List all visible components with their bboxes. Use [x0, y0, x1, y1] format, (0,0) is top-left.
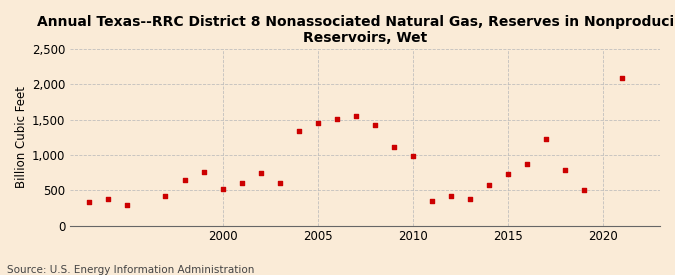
Point: [388, 144, 399, 149]
Point: [407, 153, 418, 158]
Point: [160, 194, 171, 198]
Point: [616, 76, 627, 80]
Point: [236, 181, 247, 185]
Point: [502, 172, 513, 176]
Point: [464, 197, 475, 201]
Point: [84, 199, 95, 204]
Point: [560, 168, 570, 172]
Title: Annual Texas--RRC District 8 Nonassociated Natural Gas, Reserves in Nonproducing: Annual Texas--RRC District 8 Nonassociat…: [36, 15, 675, 45]
Point: [255, 170, 266, 175]
Point: [427, 199, 437, 203]
Point: [198, 170, 209, 174]
Point: [313, 121, 323, 125]
Point: [293, 129, 304, 133]
Text: Source: U.S. Energy Information Administration: Source: U.S. Energy Information Administ…: [7, 265, 254, 275]
Y-axis label: Billion Cubic Feet: Billion Cubic Feet: [15, 86, 28, 188]
Point: [217, 187, 228, 191]
Point: [446, 194, 456, 198]
Point: [522, 162, 533, 166]
Point: [578, 188, 589, 192]
Point: [274, 181, 285, 185]
Point: [122, 203, 133, 207]
Point: [103, 197, 114, 201]
Point: [483, 183, 494, 187]
Point: [179, 178, 190, 183]
Point: [369, 122, 380, 127]
Point: [331, 117, 342, 121]
Point: [350, 113, 361, 118]
Point: [541, 137, 551, 141]
